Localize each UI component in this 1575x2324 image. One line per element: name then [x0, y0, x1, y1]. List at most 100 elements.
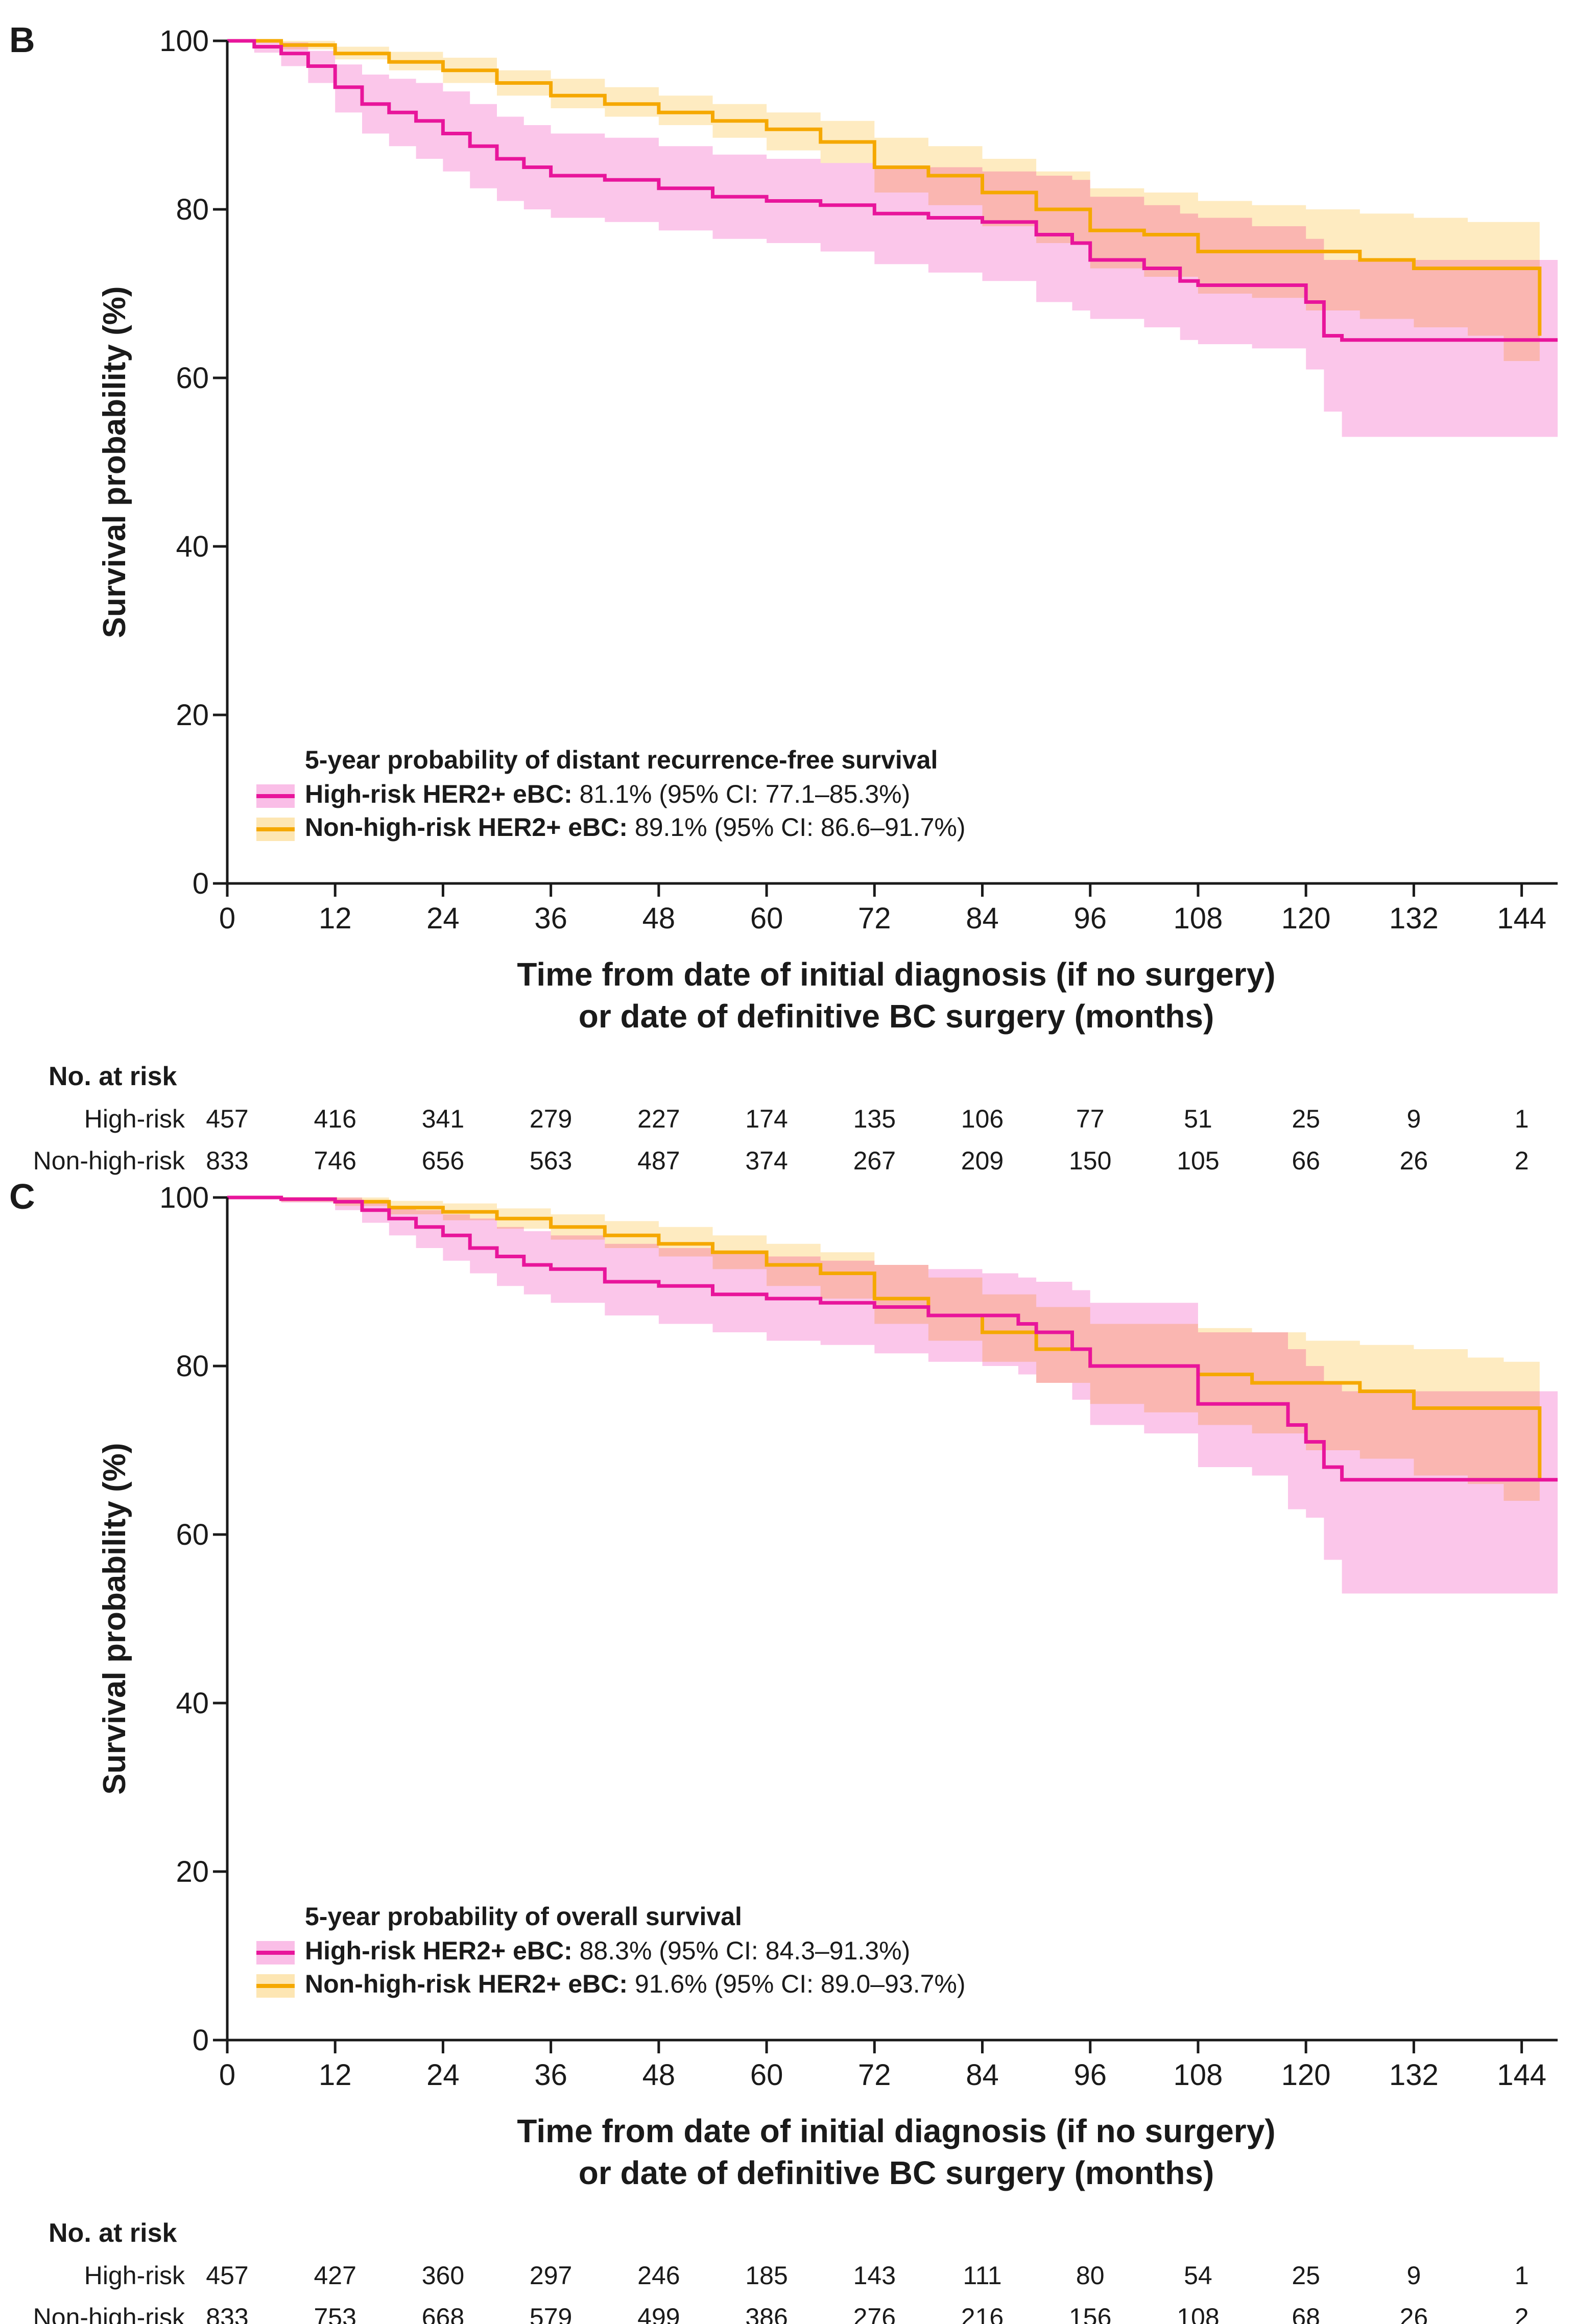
legend-entry-name: Non-high-risk HER2+ eBC:	[305, 1970, 628, 1998]
x-axis-label-line1: Time from date of initial diagnosis (if …	[517, 956, 1275, 993]
at-risk-value: 656	[422, 1146, 464, 1175]
at-risk-header: No. at risk	[49, 1062, 177, 1091]
at-risk-value: 563	[530, 1146, 572, 1175]
x-axis-label-line1: Time from date of initial diagnosis (if …	[517, 2113, 1275, 2149]
y-tick-label: 0	[193, 867, 209, 900]
at-risk-value: 267	[853, 1146, 896, 1175]
at-risk-value: 416	[314, 1105, 356, 1133]
legend-entry-name: Non-high-risk HER2+ eBC:	[305, 813, 628, 842]
x-tick-label: 12	[319, 2058, 352, 2092]
x-tick-label: 144	[1497, 902, 1546, 935]
legend-title: 5-year probability of overall survival	[305, 1902, 742, 1931]
y-tick-label: 20	[176, 699, 209, 732]
x-axis-label-line2: or date of definitive BC surgery (months…	[579, 2154, 1214, 2191]
survival-line-high-risk	[227, 1195, 1558, 1482]
x-tick-label: 36	[534, 902, 567, 935]
at-risk-value: 341	[422, 1105, 464, 1133]
panel-label: C	[9, 1177, 35, 1216]
at-risk-value: 51	[1184, 1105, 1212, 1133]
at-risk-value: 156	[1069, 2303, 1111, 2324]
y-tick-label: 0	[193, 2024, 209, 2057]
legend: 5-year probability of overall survival Hi…	[256, 1902, 966, 1998]
at-risk-value: 2	[1515, 1146, 1529, 1175]
legend-entry-value: 81.1% (95% CI: 77.1–85.3%)	[572, 780, 911, 808]
at-risk-value: 374	[745, 1146, 787, 1175]
legend-entry-value: 89.1% (95% CI: 86.6–91.7%)	[628, 813, 966, 842]
at-risk-value: 499	[637, 2303, 680, 2324]
at-risk-value: 26	[1400, 1146, 1428, 1175]
at-risk-value: 579	[530, 2303, 572, 2324]
at-risk-value: 111	[963, 2261, 1002, 2290]
x-tick-label: 132	[1389, 902, 1439, 935]
x-tick-label: 84	[966, 902, 999, 935]
x-tick-label: 72	[858, 2058, 891, 2092]
at-risk-value: 209	[961, 1146, 1004, 1175]
x-tick-label: 48	[642, 902, 676, 935]
survival-line-non-high-risk	[227, 1195, 1542, 1480]
legend-entry: Non-high-risk HER2+ eBC: 91.6% (95% CI: …	[305, 1970, 966, 1998]
legend-entry-value: 91.6% (95% CI: 89.0–93.7%)	[628, 1970, 966, 1998]
at-risk-value: 80	[1076, 2261, 1105, 2290]
at-risk-row-label: High-risk	[84, 1105, 185, 1133]
y-axis-label: Survival probability (%)	[97, 286, 132, 638]
at-risk-value: 108	[1177, 2303, 1219, 2324]
y-tick-label: 100	[159, 25, 209, 58]
x-tick-label: 12	[319, 902, 352, 935]
at-risk-value: 9	[1406, 2261, 1421, 2290]
legend-entry-value: 88.3% (95% CI: 84.3–91.3%)	[572, 1936, 911, 1965]
x-tick-label: 36	[534, 2058, 567, 2092]
x-tick-label: 120	[1281, 2058, 1331, 2092]
at-risk-value: 360	[422, 2261, 464, 2290]
y-tick-label: 60	[176, 362, 209, 395]
x-tick-label: 132	[1389, 2058, 1439, 2092]
at-risk-header: No. at risk	[49, 2218, 177, 2248]
x-axis-label-line2: or date of definitive BC surgery (months…	[579, 998, 1214, 1035]
at-risk-value: 746	[314, 1146, 356, 1175]
at-risk-value: 668	[422, 2303, 464, 2324]
y-axis-label: Survival probability (%)	[97, 1443, 132, 1794]
survival-line-non-high-risk	[227, 39, 1542, 336]
legend: 5-year probability of distant recurrence…	[256, 746, 966, 842]
at-risk-value: 457	[206, 1105, 248, 1133]
at-risk-row-label: High-risk	[84, 2261, 185, 2290]
at-risk-value: 54	[1184, 2261, 1212, 2290]
y-tick-label: 40	[176, 1687, 209, 1720]
panel-label: B	[9, 20, 35, 60]
x-tick-label: 96	[1073, 902, 1107, 935]
x-tick-label: 120	[1281, 902, 1331, 935]
at-risk-value: 2	[1515, 2303, 1529, 2324]
at-risk-value: 185	[745, 2261, 787, 2290]
at-risk-value: 106	[961, 1105, 1004, 1133]
legend-entry-name: High-risk HER2+ eBC:	[305, 780, 572, 808]
x-tick-label: 72	[858, 902, 891, 935]
ci-band-high-risk	[227, 1197, 1558, 1594]
ci-band-high-risk	[227, 41, 1558, 437]
y-tick-label: 20	[176, 1855, 209, 1888]
x-tick-label: 60	[750, 902, 783, 935]
at-risk-row-label: Non-high-risk	[33, 2303, 185, 2324]
at-risk-value: 25	[1292, 2261, 1320, 2290]
at-risk-value: 276	[853, 2303, 896, 2324]
at-risk-value: 833	[206, 2303, 248, 2324]
at-risk-value: 246	[637, 2261, 680, 2290]
at-risk-value: 279	[530, 1105, 572, 1133]
y-tick-label: 80	[176, 193, 209, 226]
at-risk-value: 753	[314, 2303, 356, 2324]
at-risk-value: 487	[637, 1146, 680, 1175]
at-risk-value: 386	[745, 2303, 787, 2324]
at-risk-value: 227	[637, 1105, 680, 1133]
at-risk-value: 1	[1515, 1105, 1529, 1133]
y-tick-label: 100	[159, 1181, 209, 1214]
legend-entry: High-risk HER2+ eBC: 88.3% (95% CI: 84.3…	[305, 1936, 910, 1965]
legend-entry-name: High-risk HER2+ eBC:	[305, 1936, 572, 1965]
at-risk-value: 26	[1400, 2303, 1428, 2324]
at-risk-value: 68	[1292, 2303, 1320, 2324]
y-tick-label: 60	[176, 1518, 209, 1551]
at-risk-value: 77	[1076, 1105, 1105, 1133]
x-tick-label: 48	[642, 2058, 676, 2092]
at-risk-value: 174	[745, 1105, 787, 1133]
at-risk-value: 297	[530, 2261, 572, 2290]
